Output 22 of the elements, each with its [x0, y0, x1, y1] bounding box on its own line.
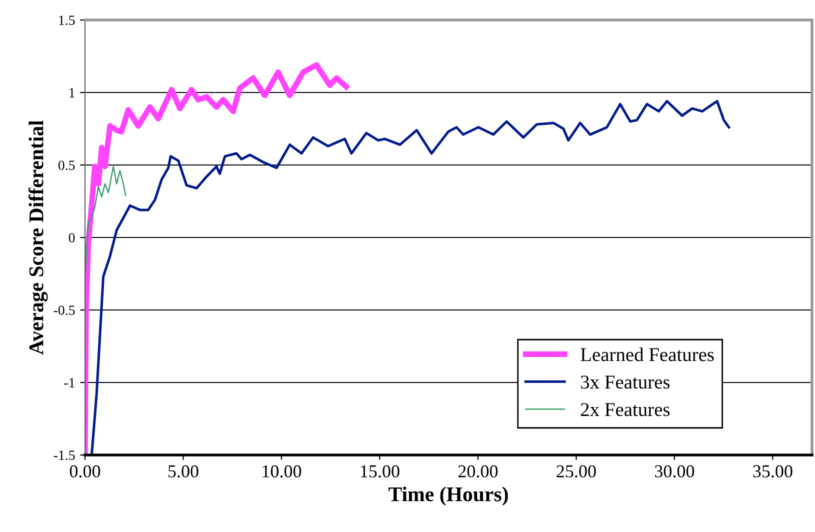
y-tick-label: 0 — [68, 233, 75, 242]
legend-label: 3x Features — [581, 376, 670, 389]
y-tick-label: 1 — [70, 88, 74, 98]
line-series — [90, 100, 730, 455]
line-series — [85, 166, 126, 278]
x-tick-label: 35.00 — [753, 465, 792, 478]
y-tick-label: 0.5 — [58, 160, 75, 170]
x-axis-title: Time (Hours) — [388, 486, 508, 506]
legend-label: 2x Features — [580, 403, 670, 416]
y-tick-label: -0.5 — [54, 306, 75, 316]
x-tick-label: 15.00 — [361, 465, 400, 478]
legend-label: Learned Features — [580, 348, 714, 362]
y-tick-label: -1.5 — [54, 450, 75, 460]
x-tick-label: 10.00 — [262, 465, 302, 478]
x-tick-label: 0.00 — [70, 465, 100, 478]
y-axis-title: Average Score Differential — [28, 120, 48, 355]
y-tick-label: -1 — [64, 378, 74, 388]
x-tick-label: 5.00 — [168, 465, 198, 478]
x-tick-label: 20.00 — [458, 465, 498, 478]
x-tick-label: 30.00 — [655, 465, 694, 478]
y-tick-label: 1.5 — [59, 16, 75, 26]
x-tick-label: 25.00 — [556, 465, 596, 478]
